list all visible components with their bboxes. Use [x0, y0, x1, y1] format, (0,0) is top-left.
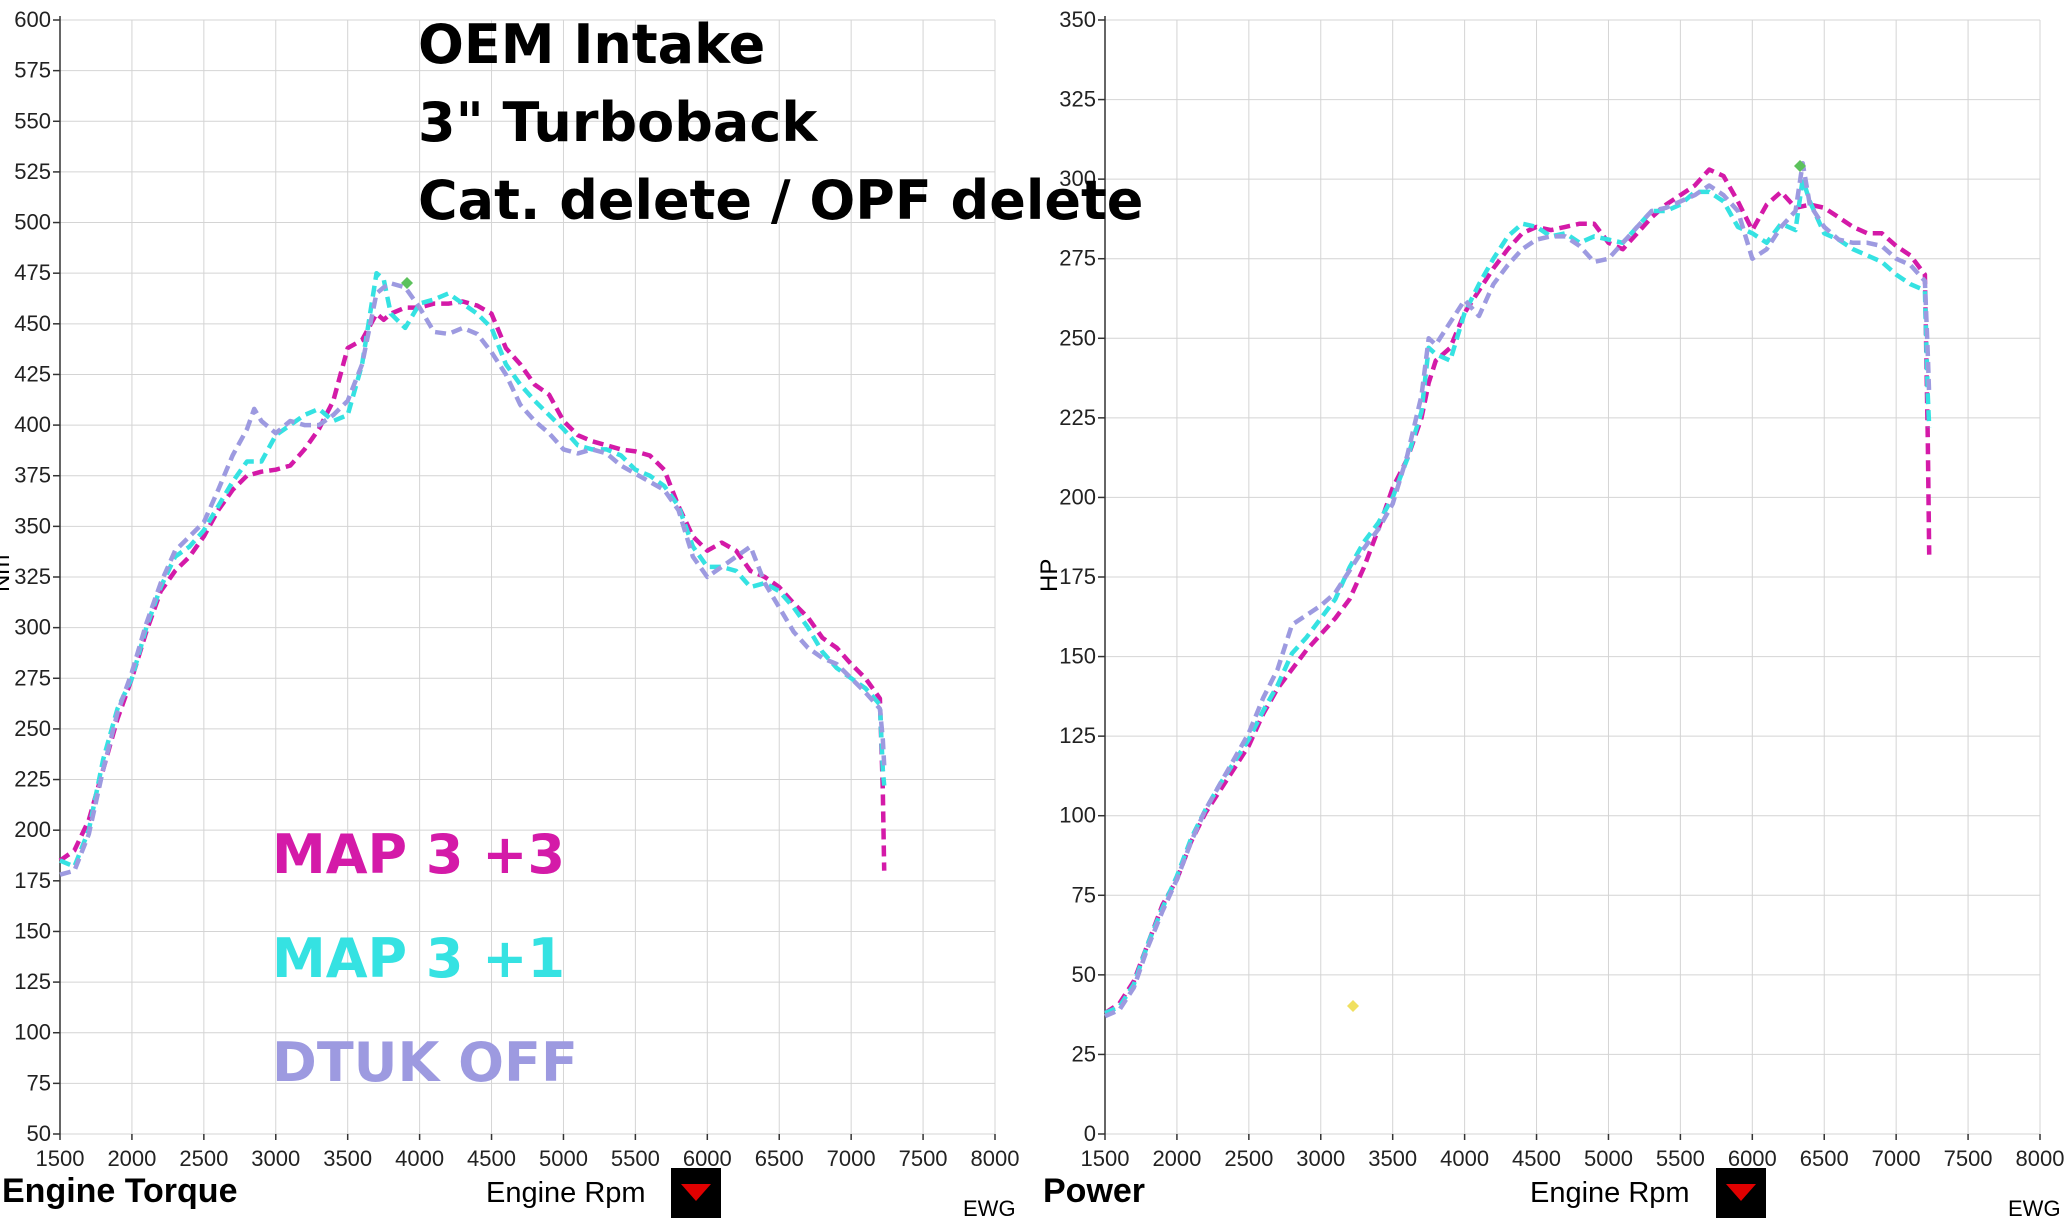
- torque-chart: 50 75 100 125 150 175 200 225 250 275 300 325 350 375…: [14, 7, 1019, 1171]
- power-y-tick-label: 175: [1059, 564, 1096, 589]
- power-y-tick-label: 75: [1072, 882, 1096, 907]
- torque-y-tick-label: 175: [14, 868, 51, 893]
- torque-x-tick-label: 7000: [827, 1146, 876, 1171]
- legend-dtuk-off: DTUK OFF: [272, 1031, 578, 1094]
- torque-y-tick-label: 350: [14, 513, 51, 538]
- marker-points: [401, 160, 1806, 1012]
- torque-x-tick-label: 2500: [179, 1146, 228, 1171]
- torque-y-tick-label: 250: [14, 716, 51, 741]
- torque-x-tick-label: 1500: [36, 1146, 85, 1171]
- power-x-axis-label: Engine Rpm: [1530, 1177, 1690, 1209]
- power-y-tick-label: 275: [1059, 246, 1096, 271]
- torque-y-tick-label: 75: [27, 1070, 51, 1095]
- power-y-tick-label: 350: [1059, 7, 1096, 32]
- power-y-axis-label: HP: [1036, 558, 1063, 592]
- torque-y-tick-label: 475: [14, 260, 51, 285]
- power-y-tick-label: 200: [1059, 484, 1096, 509]
- torque-peak-marker: [401, 277, 413, 289]
- torque-y-tick-label: 300: [14, 615, 51, 640]
- torque-x-tick-label: 5000: [539, 1146, 588, 1171]
- annotation-line-delete: Cat. delete / OPF delete: [418, 169, 1144, 232]
- torque-rpm-dropdown-button[interactable]: [671, 1168, 721, 1218]
- power-y-tick-label: 100: [1059, 803, 1096, 828]
- torque-series-line-2: [59, 270, 887, 869]
- torque-y-tick-label: 450: [14, 311, 51, 336]
- torque-y-tick-label: 150: [14, 918, 51, 943]
- torque-y-tick-label: 225: [14, 767, 51, 792]
- torque-x-tick-label: 6000: [683, 1146, 732, 1171]
- torque-x-tick-label: 8000: [971, 1146, 1020, 1171]
- torque-ewg-label: EWG: [963, 1196, 1016, 1221]
- annotation-line-exhaust: 3" Turboback: [418, 91, 818, 154]
- power-y-tick-label: 325: [1059, 87, 1096, 112]
- torque-x-tick-label: 2000: [107, 1146, 156, 1171]
- annotation-line-intake: OEM Intake: [418, 13, 766, 76]
- torque-x-tick-label: 4500: [467, 1146, 516, 1171]
- power-x-tick-label: 2000: [1152, 1146, 1201, 1171]
- torque-x-axis-label: Engine Rpm: [486, 1177, 646, 1209]
- torque-y-tick-label: 425: [14, 361, 51, 386]
- power-x-tick-label: 4000: [1440, 1146, 1489, 1171]
- triangle-down-icon: [1726, 1184, 1756, 1201]
- torque-x-tick-label: 7500: [899, 1146, 948, 1171]
- power-x-tick-label: 4500: [1512, 1146, 1561, 1171]
- torque-y-tick-label: 325: [14, 564, 51, 589]
- power-x-tick-label: 7500: [1944, 1146, 1993, 1171]
- power-y-tick-label: 300: [1059, 166, 1096, 191]
- power-y-tick-label: 225: [1059, 405, 1096, 430]
- power-x-tick-label: 5500: [1656, 1146, 1705, 1171]
- power-series-line-1: [1103, 167, 1932, 1015]
- power-x-tick-label: 6000: [1728, 1146, 1777, 1171]
- power-rpm-dropdown-button[interactable]: [1716, 1168, 1766, 1218]
- setup-annotation: OEM Intake 3" Turboback Cat. delete / OP…: [418, 18, 1143, 252]
- power-peak-marker: [1794, 160, 1806, 172]
- power-series-line-2: [1104, 176, 1932, 1016]
- legend-map3-plus1: MAP 3 +1: [272, 927, 566, 990]
- torque-y-tick-label: 375: [14, 463, 51, 488]
- power-y-tick-label: 50: [1072, 962, 1096, 987]
- power-x-tick-label: 3500: [1368, 1146, 1417, 1171]
- torque-y-tick-label: 125: [14, 969, 51, 994]
- power-x-tick-label: 2500: [1224, 1146, 1273, 1171]
- torque-x-tick-label: 3000: [251, 1146, 300, 1171]
- torque-y-tick-label: 550: [14, 108, 51, 133]
- torque-y-tick-label: 575: [14, 58, 51, 83]
- torque-chart-title: Engine Torque: [2, 1172, 238, 1210]
- power-chart-title: Power: [1043, 1172, 1146, 1210]
- power-x-tick-label: 8000: [2016, 1146, 2065, 1171]
- power-x-tick-label: 7000: [1872, 1146, 1921, 1171]
- torque-series-line-3: [59, 281, 887, 877]
- torque-series-line-1: [58, 299, 887, 871]
- power-y-tick-label: 0: [1084, 1121, 1096, 1146]
- torque-y-tick-label: 100: [14, 1020, 51, 1045]
- torque-y-tick-label: 200: [14, 817, 51, 842]
- power-series-line-3: [1104, 160, 1932, 1019]
- torque-x-tick-label: 6500: [755, 1146, 804, 1171]
- torque-y-tick-label: 400: [14, 412, 51, 437]
- torque-y-tick-label: 525: [14, 159, 51, 184]
- power-ewg-label: EWG: [2008, 1196, 2061, 1221]
- triangle-down-icon: [681, 1184, 711, 1201]
- torque-x-tick-label: 4000: [395, 1146, 444, 1171]
- power-x-tick-label: 3000: [1296, 1146, 1345, 1171]
- torque-y-tick-label: 500: [14, 210, 51, 235]
- torque-y-tick-label: 50: [27, 1121, 51, 1146]
- power-chart: 0 25 50 75 100 125 150 175 200 225 250 275 300 325 350…: [1059, 7, 2064, 1171]
- power-x-tick-label: 6500: [1800, 1146, 1849, 1171]
- power-x-tick-label: 1500: [1081, 1146, 1130, 1171]
- power-y-tick-label: 25: [1072, 1041, 1096, 1066]
- power-y-tick-label: 150: [1059, 644, 1096, 669]
- legend: MAP 3 +3 MAP 3 +1 DTUK OFF: [272, 828, 578, 1090]
- power-x-tick-label: 5000: [1584, 1146, 1633, 1171]
- torque-y-axis-label: Nm: [0, 554, 15, 592]
- torque-y-tick-label: 275: [14, 665, 51, 690]
- legend-map3-plus3: MAP 3 +3: [272, 823, 566, 886]
- torque-y-tick-label: 600: [14, 7, 51, 32]
- power-yellow-marker: [1347, 1000, 1359, 1012]
- torque-x-tick-label: 5500: [611, 1146, 660, 1171]
- power-y-tick-label: 125: [1059, 723, 1096, 748]
- torque-x-tick-label: 3500: [323, 1146, 372, 1171]
- power-y-tick-label: 250: [1059, 325, 1096, 350]
